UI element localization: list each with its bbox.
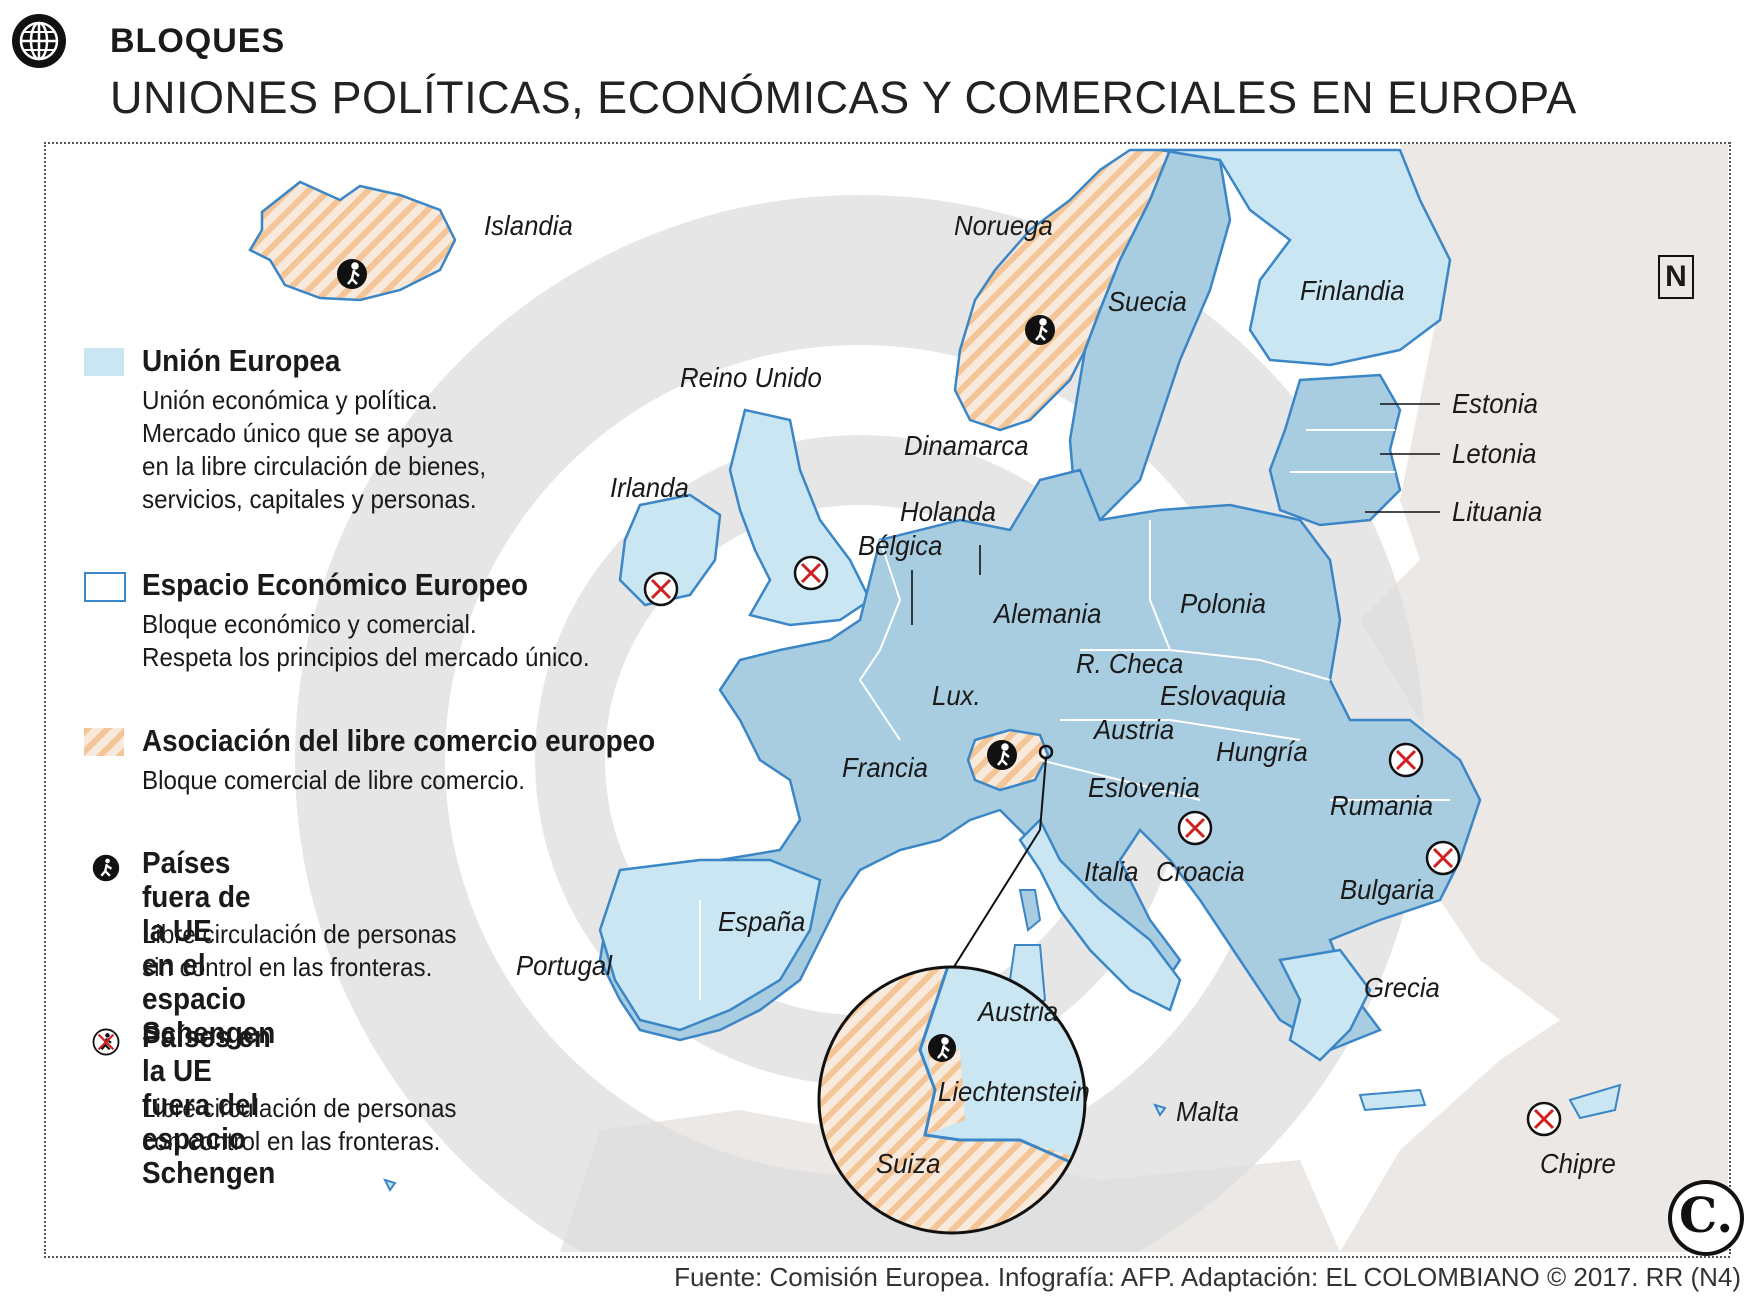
globe-icon: [12, 14, 66, 68]
spain-shape: [598, 858, 822, 1032]
page-title: UNIONES POLÍTICAS, ECONÓMICAS Y COMERCIA…: [110, 72, 1577, 123]
inset-label-austria: Austria: [978, 996, 1059, 1027]
iceland-shape: [248, 180, 457, 302]
legend-title: Países en la UE fuera del espacio Scheng…: [142, 1019, 276, 1190]
europe-map: [248, 144, 1728, 1252]
label-islandia: Islandia: [484, 210, 573, 241]
label-eslovenia: Eslovenia: [1088, 772, 1200, 803]
label-italia: Italia: [1084, 856, 1139, 887]
label-reino-unido: Reino Unido: [680, 362, 822, 393]
baltics-shape: [1268, 373, 1402, 527]
label-polonia: Polonia: [1180, 588, 1266, 619]
legend-title: Asociación del libre comercio europeo: [142, 723, 656, 758]
label-lux: Lux.: [932, 680, 981, 711]
label-bulgaria: Bulgaria: [1340, 874, 1435, 905]
kicker: BLOQUES: [110, 22, 286, 60]
label-dinamarca: Dinamarca: [904, 430, 1029, 461]
label-malta: Malta: [1176, 1096, 1239, 1127]
label-croacia: Croacia: [1156, 856, 1245, 887]
label-espana: España: [718, 906, 806, 937]
label-lituania: Lituania: [1452, 496, 1543, 527]
legend-desc: Libre circulación de personas sin contro…: [142, 919, 457, 982]
label-francia: Francia: [842, 752, 928, 783]
legend-desc: Unión económica y política. Mercado únic…: [142, 385, 487, 514]
italy-shape: [1018, 817, 1182, 1012]
label-eslovaquia: Eslovaquia: [1160, 680, 1287, 711]
label-rumania: Rumania: [1330, 790, 1434, 821]
pedestrian-crossed-icon: [92, 1028, 120, 1056]
pedestrian-icon: [92, 854, 120, 882]
eu-swatch: [84, 348, 124, 376]
ireland-shape: [618, 493, 722, 607]
label-grecia: Grecia: [1364, 972, 1440, 1003]
label-belgica: Bélgica: [858, 530, 943, 561]
legend-desc: Libre circulación de personas con contro…: [142, 1093, 457, 1156]
label-chipre: Chipre: [1540, 1148, 1616, 1179]
map-frame: [44, 142, 1730, 1258]
eee-swatch: [84, 572, 126, 602]
inset-label-liechtenstein: Liechtenstein: [938, 1076, 1090, 1107]
logo-letter: C.: [1678, 1188, 1734, 1244]
legend-title: Unión Europea: [142, 343, 341, 378]
label-holanda: Holanda: [900, 496, 996, 527]
label-noruega: Noruega: [954, 210, 1053, 241]
label-letonia: Letonia: [1452, 438, 1537, 469]
north-arrow-icon: N: [1658, 255, 1694, 299]
legend-title: Espacio Económico Europeo: [142, 567, 529, 602]
label-austria: Austria: [1094, 714, 1175, 745]
uk-shape: [728, 408, 872, 627]
pedestrian-glyph: [347, 262, 1048, 1059]
non-eu-land: [1340, 144, 1728, 1252]
legend-desc: Bloque comercial de libre comercio.: [142, 765, 526, 795]
el-colombiano-logo: C.: [1668, 1180, 1744, 1256]
aelc-swatch: [84, 728, 124, 756]
source-credit: Fuente: Comisión Europea. Infografía: AF…: [674, 1262, 1741, 1292]
greece-shape: [1278, 948, 1372, 1062]
label-suecia: Suecia: [1108, 286, 1187, 317]
label-irlanda: Irlanda: [610, 472, 689, 503]
label-portugal: Portugal: [516, 950, 612, 981]
label-finlandia: Finlandia: [1300, 275, 1405, 306]
label-hungria: Hungría: [1216, 736, 1308, 767]
legend-title: Países fuera de la UE en el espacio Sche…: [142, 845, 276, 1050]
label-estonia: Estonia: [1452, 388, 1538, 419]
inset-label-suiza: Suiza: [876, 1148, 941, 1179]
label-alemania: Alemania: [994, 598, 1102, 629]
finland-shape: [1159, 148, 1452, 367]
legend-desc: Bloque económico y comercial. Respeta lo…: [142, 609, 590, 672]
label-r-checa: R. Checa: [1076, 648, 1184, 679]
